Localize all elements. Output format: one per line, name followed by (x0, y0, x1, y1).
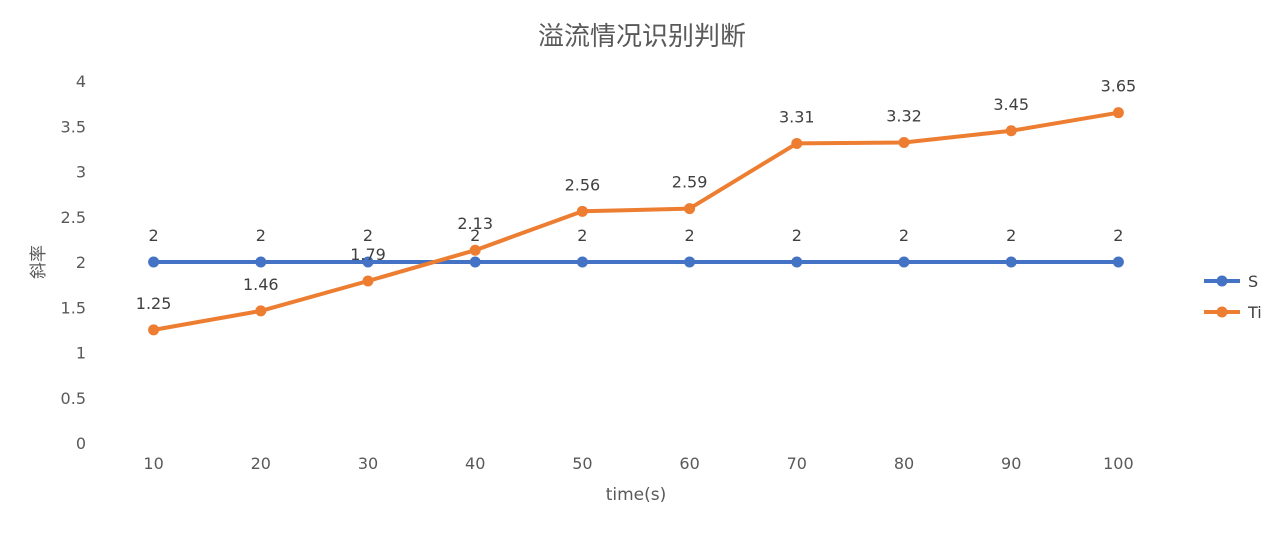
data-point (791, 256, 803, 268)
data-label: 3.65 (1101, 77, 1137, 96)
x-tick-label: 30 (358, 454, 378, 473)
series-line (151, 110, 1121, 332)
x-tick-label: 40 (465, 454, 485, 473)
data-label: 2 (1006, 226, 1016, 245)
x-tick-label: 100 (1103, 454, 1134, 473)
legend-swatch-marker (1216, 275, 1228, 287)
x-tick-label: 60 (679, 454, 699, 473)
y-tick-label: 3.5 (61, 117, 86, 136)
legend-label: Ti (1247, 303, 1262, 322)
data-point (255, 305, 267, 317)
legend-item: Ti (1204, 303, 1262, 322)
x-axis-label: time(s) (606, 485, 667, 505)
x-tick-label: 10 (143, 454, 163, 473)
series-ti: 1.25 1.46 1.79 2.13 2.56 2.59 3.31 3.32 3.45 3.65 (136, 77, 1136, 336)
data-point (469, 244, 481, 256)
x-tick-label: 90 (1001, 454, 1021, 473)
y-tick-label: 0.5 (61, 389, 86, 408)
data-label: 2 (899, 226, 909, 245)
data-point (576, 205, 588, 217)
legend-label: S (1248, 272, 1258, 291)
data-label: 3.31 (779, 107, 815, 126)
y-tick-label: 2.5 (61, 208, 86, 227)
data-label: 3.32 (886, 107, 922, 126)
x-tick-label: 70 (787, 454, 807, 473)
data-label: 2 (685, 226, 695, 245)
data-label: 2.59 (672, 173, 708, 192)
y-tick-label: 3 (76, 163, 86, 182)
data-point (1112, 107, 1124, 119)
data-point (898, 137, 910, 149)
y-tick-label: 1 (76, 344, 86, 363)
data-label: 2.56 (565, 175, 601, 194)
x-axis-ticks: 10 20 30 40 50 60 70 80 90 100 (143, 454, 1133, 473)
series-layer: 2 2 2 2 2 2 2 2 2 2 1.25 1.46 1.79 2.13 2.56 2.59 3.31 3.… (136, 77, 1136, 336)
y-tick-label: 1.5 (61, 298, 86, 317)
x-tick-label: 50 (572, 454, 592, 473)
data-point (576, 256, 588, 268)
legend: S Ti (1204, 272, 1262, 322)
data-label: 1.79 (350, 245, 386, 264)
chart-title: 溢流情况识别判断 (538, 22, 746, 52)
data-point (362, 256, 374, 268)
data-point (1005, 125, 1017, 137)
y-tick-label: 4 (76, 72, 86, 91)
data-point (469, 256, 481, 268)
data-point (255, 256, 267, 268)
data-label: 2 (577, 226, 587, 245)
data-point (148, 256, 160, 268)
data-point (1005, 256, 1017, 268)
data-label: 1.25 (136, 294, 172, 313)
data-point (684, 256, 696, 268)
data-point (148, 324, 160, 336)
data-point (898, 256, 910, 268)
data-label: 2 (363, 226, 373, 245)
x-tick-label: 80 (894, 454, 914, 473)
data-label: 2 (1113, 226, 1123, 245)
data-label: 1.46 (243, 275, 279, 294)
y-tick-label: 0 (76, 434, 86, 453)
data-label: 3.45 (993, 95, 1029, 114)
series-s: 2 2 2 2 2 2 2 2 2 2 (148, 226, 1124, 268)
legend-item: S (1204, 272, 1258, 291)
data-point (1112, 256, 1124, 268)
data-point (362, 275, 374, 287)
y-tick-label: 2 (76, 253, 86, 272)
data-label: 2 (149, 226, 159, 245)
y-axis-ticks: 0 0.5 1 1.5 2 2.5 3 3.5 4 (61, 72, 86, 453)
y-axis-label: 斜率 (29, 245, 49, 279)
data-label: 2 (256, 226, 266, 245)
data-label: 2 (470, 226, 480, 245)
data-point (684, 203, 696, 215)
legend-swatch-marker (1216, 306, 1228, 318)
data-point (791, 137, 803, 149)
data-label: 2.13 (457, 214, 493, 233)
x-tick-label: 20 (251, 454, 271, 473)
data-label: 2 (792, 226, 802, 245)
